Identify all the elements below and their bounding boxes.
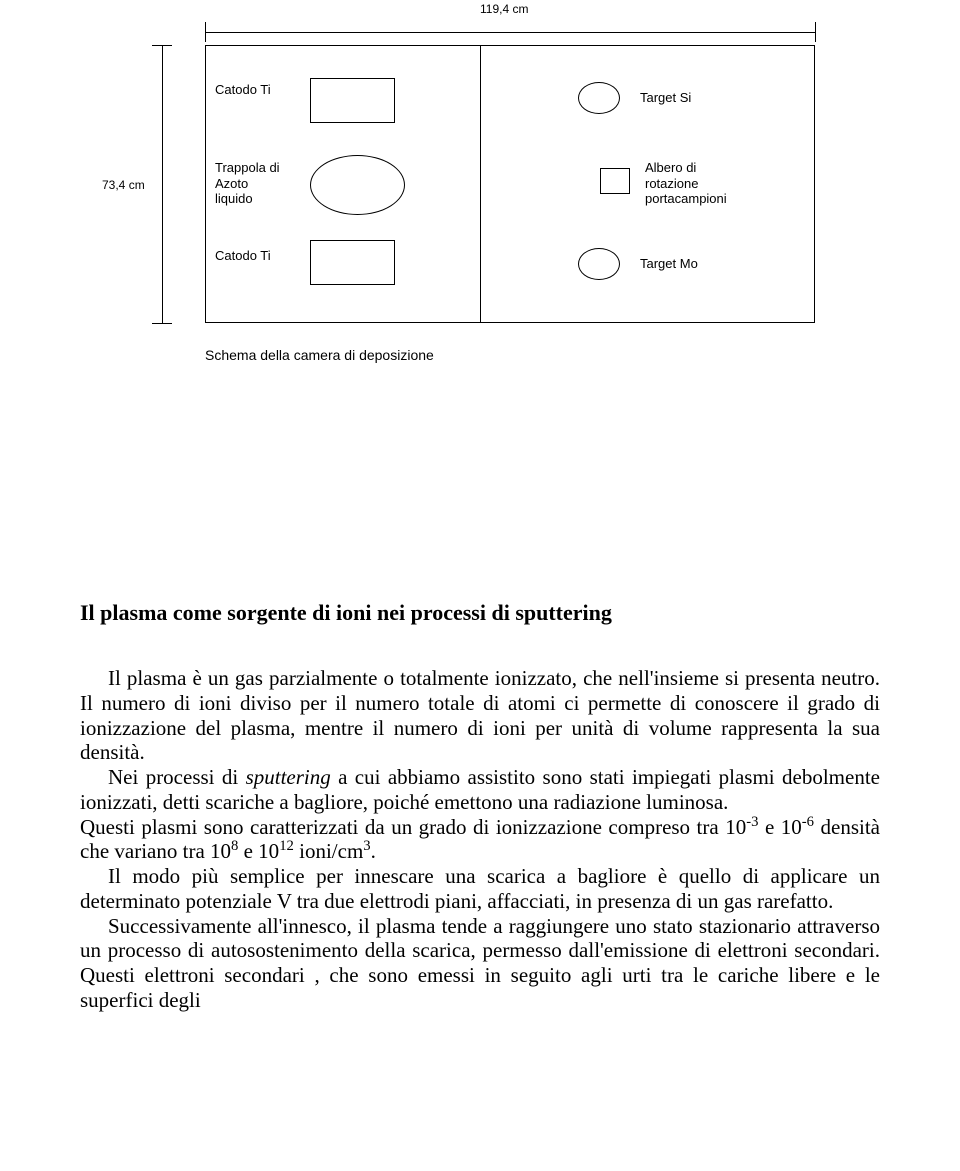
rect-catodo-bottom: [310, 240, 395, 285]
p3-a: Questi plasmi sono caratterizzati da un …: [80, 815, 746, 839]
paragraph-5: Successivamente all'innesco, il plasma t…: [80, 914, 880, 1013]
p3-i: ioni/cm: [294, 839, 363, 863]
label-catodo-ti-bottom: Catodo Ti: [215, 248, 271, 264]
label-trappola-text: Trappola di Azoto liquido: [215, 160, 280, 206]
label-target-mo: Target Mo: [640, 256, 698, 272]
p3-exp2: -6: [802, 814, 814, 830]
top-dimension-line: [205, 32, 815, 33]
rect-albero: [600, 168, 630, 194]
p1-sentence2: Il numero di ioni diviso per il numero t…: [80, 691, 880, 765]
ellipse-target-si: [578, 82, 620, 114]
ellipse-trappola: [310, 155, 405, 215]
paragraph-1: Il plasma è un gas parzialmente o totalm…: [80, 666, 880, 765]
left-dimension-tick-bottom: [152, 323, 172, 324]
label-albero-text: Albero di rotazione portacampioni: [645, 160, 727, 206]
chamber-divider: [480, 45, 481, 323]
left-dimension-tick-top: [152, 45, 172, 46]
left-dimension-line: [162, 45, 163, 323]
p3-exp1: -3: [746, 814, 758, 830]
p3-exp5: 3: [363, 838, 370, 854]
p3-k: .: [371, 839, 376, 863]
paragraph-2: Nei processi di sputtering a cui abbiamo…: [80, 765, 880, 815]
p2-a: Nei processi di: [108, 765, 246, 789]
p3-g: e 10: [238, 839, 279, 863]
top-dimension-tick-left: [205, 22, 206, 42]
diagram-caption: Schema della camera di deposizione: [205, 347, 434, 363]
paragraph-4: Il modo più semplice per innescare una s…: [80, 864, 880, 914]
rect-catodo-top: [310, 78, 395, 123]
p1-sentence1: Il plasma è un gas parzialmente o totalm…: [108, 666, 880, 690]
p2-sputtering: sputtering: [246, 765, 331, 789]
paragraph-3: Questi plasmi sono caratterizzati da un …: [80, 815, 880, 865]
deposition-chamber-diagram: 119,4 cm 73,4 cm Catodo Ti Trappola di A…: [40, 0, 840, 400]
p3-exp4: 12: [279, 838, 294, 854]
ellipse-target-mo: [578, 248, 620, 280]
label-albero: Albero di rotazione portacampioni: [645, 160, 727, 207]
section-title: Il plasma come sorgente di ioni nei proc…: [80, 600, 880, 626]
label-catodo-ti-top: Catodo Ti: [215, 82, 271, 98]
label-target-si: Target Si: [640, 90, 691, 106]
top-dimension-label: 119,4 cm: [480, 2, 528, 16]
body-text: Il plasma come sorgente di ioni nei proc…: [80, 600, 880, 1013]
p5-text: Successivamente all'innesco, il plasma t…: [80, 914, 880, 1012]
label-trappola: Trappola di Azoto liquido: [215, 160, 280, 207]
left-dimension-label: 73,4 cm: [102, 178, 145, 192]
p3-c: e 10: [758, 815, 801, 839]
top-dimension-tick-right: [815, 22, 816, 42]
p4-text: Il modo più semplice per innescare una s…: [80, 864, 880, 913]
